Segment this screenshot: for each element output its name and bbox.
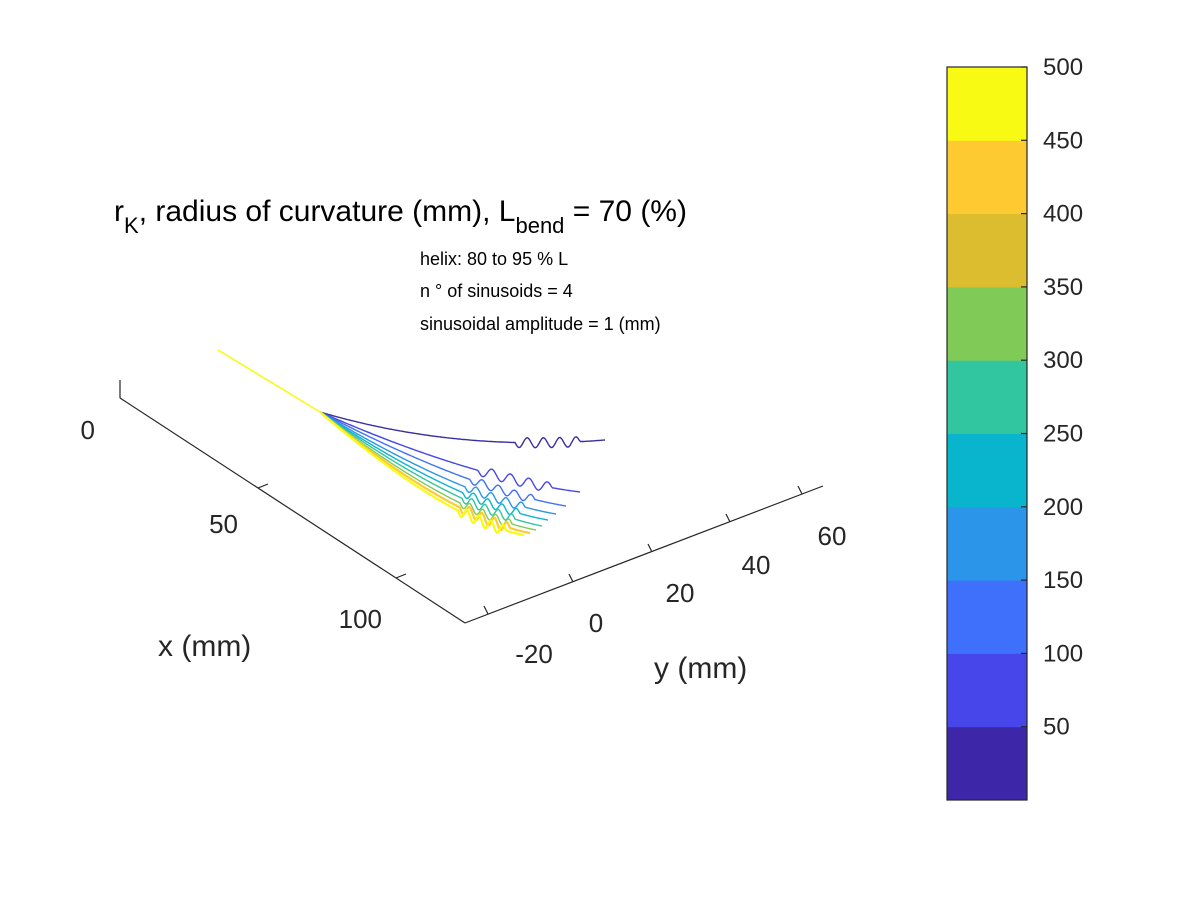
colorbar-tick-label: 400 <box>1043 201 1083 228</box>
curve-series-8 <box>319 411 531 535</box>
title-subscript-bend: bend <box>515 213 564 238</box>
curve-series-5 <box>319 411 549 521</box>
y-tick-mark <box>568 573 574 583</box>
curve-series-3 <box>319 411 567 507</box>
colorbar-segment <box>947 140 1027 215</box>
title-suffix: = 70 (%) <box>564 195 687 228</box>
title-subscript-k: K <box>124 213 139 238</box>
curve-common-segment <box>217 349 321 413</box>
x-tick-label: 50 <box>209 509 238 539</box>
curve-series-6 <box>319 411 543 527</box>
x-axis-label: x (mm) <box>158 630 251 663</box>
curve-series-4 <box>319 411 557 515</box>
colorbar-segment <box>947 726 1027 801</box>
axes <box>119 380 824 624</box>
colorbar-tick-label: 200 <box>1043 494 1083 521</box>
annotation-helix: helix: 80 to 95 % L <box>420 249 568 269</box>
curves-group <box>217 349 606 537</box>
colorbar-tick-label: 100 <box>1043 640 1083 667</box>
colorbar-tick-label: 250 <box>1043 421 1083 448</box>
colorbar-tick-label: 500 <box>1043 54 1083 81</box>
curve-series-7 <box>319 411 537 531</box>
chart-title: rK, radius of curvature (mm), Lbend = 70… <box>114 195 687 238</box>
colorbar-tick-label: 450 <box>1043 127 1083 154</box>
y-tick-label: 60 <box>818 521 847 551</box>
y-tick-label: -20 <box>515 639 553 669</box>
y-axis-line <box>464 485 824 624</box>
curve-series-2 <box>319 411 581 493</box>
colorbar-segment <box>947 213 1027 288</box>
y-tick-label: 20 <box>666 578 695 608</box>
annotation-amplitude: sinusoidal amplitude = 1 (mm) <box>420 314 661 334</box>
title-middle: , radius of curvature (mm), L <box>139 195 516 228</box>
title-r: r <box>114 195 124 228</box>
y-tick-label: 40 <box>742 550 771 580</box>
colorbar <box>946 66 1028 801</box>
y-tick-mark <box>797 485 803 495</box>
curve-series-9 <box>319 411 525 537</box>
colorbar-tick-label: 350 <box>1043 274 1083 301</box>
y-tick-mark <box>647 543 653 553</box>
colorbar-ticks: 50 100 150 200 250 300 350 400 450 500 <box>1021 54 1083 741</box>
x-tick-label: 100 <box>339 604 382 634</box>
colorbar-segment <box>947 286 1027 361</box>
x-axis-line <box>119 397 466 624</box>
colorbar-segment <box>947 653 1027 728</box>
colorbar-segment <box>947 580 1027 654</box>
annotation-sinusoids: n ° of sinusoids = 4 <box>420 281 573 301</box>
y-tick-label: 0 <box>589 608 603 638</box>
y-tick-mark <box>483 605 489 615</box>
colorbar-tick-label: 50 <box>1043 714 1070 741</box>
x-tick-mark <box>395 573 407 579</box>
colorbar-tick-label: 300 <box>1043 347 1083 374</box>
colorbar-segment <box>947 506 1027 581</box>
y-axis-label: y (mm) <box>654 652 747 685</box>
curve-series-1 <box>319 411 606 449</box>
colorbar-segment <box>947 360 1027 434</box>
y-tick-mark <box>725 513 731 523</box>
colorbar-segment <box>947 67 1027 141</box>
colorbar-segment <box>947 433 1027 508</box>
x-tick-mark <box>257 483 269 489</box>
x-tick-label: 0 <box>81 415 95 445</box>
colorbar-tick-label: 150 <box>1043 567 1083 594</box>
